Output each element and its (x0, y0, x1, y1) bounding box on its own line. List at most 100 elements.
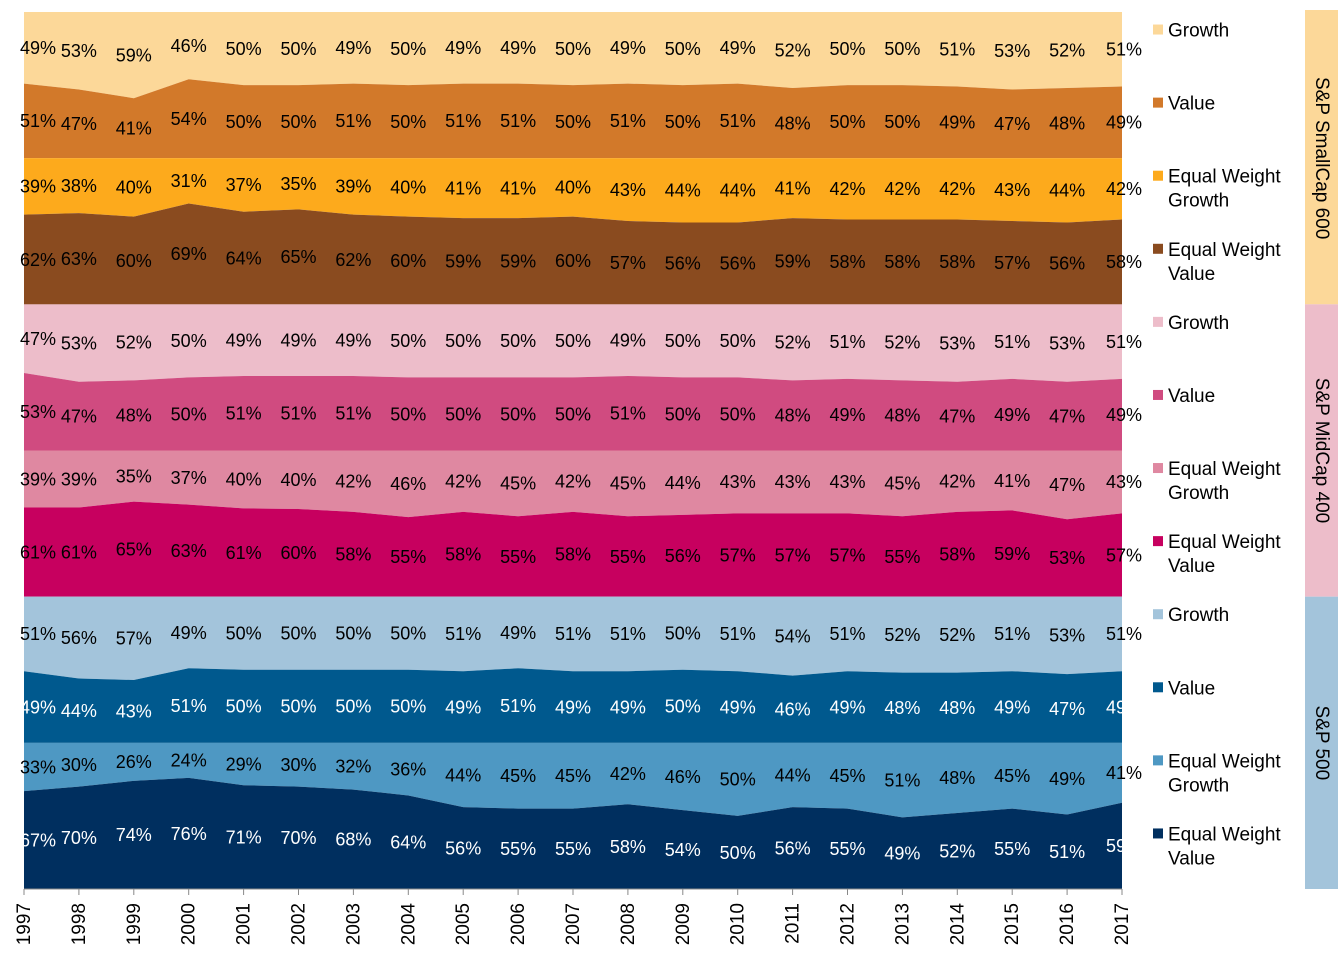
data-label: 50% (390, 624, 426, 644)
data-label: 50% (171, 404, 207, 424)
data-label: 50% (555, 112, 591, 132)
data-label: 42% (884, 179, 920, 199)
data-label: 51% (555, 624, 591, 644)
x-tick-label: 2014 (947, 903, 968, 946)
x-tick-label: 2006 (508, 903, 529, 945)
data-label: 58% (939, 545, 975, 565)
data-label: 60% (116, 251, 152, 271)
data-label: 58% (610, 837, 646, 857)
data-label: 53% (1049, 548, 1085, 568)
data-label: 62% (20, 250, 56, 270)
data-label: 29% (226, 754, 262, 774)
area-sandp-smallcap-600-equal-weight-value (24, 203, 1122, 305)
x-tick-label: 2002 (289, 903, 310, 945)
data-label: 33% (20, 757, 56, 777)
data-label: 55% (829, 839, 865, 859)
data-label: 42% (335, 471, 371, 491)
data-label: 49% (500, 623, 536, 643)
data-label: 47% (1049, 406, 1085, 426)
x-tick-label: 1998 (69, 903, 90, 945)
data-label: 57% (610, 253, 646, 273)
area-sandp-500-growth (24, 596, 1122, 680)
data-label: 50% (280, 112, 316, 132)
area-sandp-500-equal-weight-value (24, 777, 1122, 889)
data-label: 57% (1106, 545, 1142, 565)
data-label: 56% (61, 628, 97, 648)
data-label: 45% (610, 474, 646, 494)
data-label: 50% (665, 624, 701, 644)
data-label: 49% (610, 38, 646, 58)
data-label: 49% (884, 843, 920, 863)
data-label: 49% (1106, 405, 1142, 425)
x-tick-label: 2010 (728, 903, 749, 945)
data-label: 51% (500, 111, 536, 131)
data-label: 48% (116, 406, 152, 426)
data-label: 50% (390, 697, 426, 717)
legend-item-value: Value (1153, 678, 1215, 699)
data-label: 57% (775, 545, 811, 565)
data-label: 61% (20, 542, 56, 562)
data-label: 46% (665, 767, 701, 787)
x-tick-label: 2008 (618, 903, 639, 945)
data-label: 50% (720, 770, 756, 790)
data-label: 50% (226, 39, 262, 59)
data-label: 46% (775, 700, 811, 720)
data-label: 49% (829, 405, 865, 425)
data-label: 46% (171, 36, 207, 56)
data-label: 51% (610, 404, 646, 424)
x-tick-label: 2004 (398, 903, 419, 946)
data-label: 41% (994, 471, 1030, 491)
data-label: 58% (445, 545, 481, 565)
group-band-sandp-midcap-400 (1305, 304, 1338, 597)
x-tick-label: 2001 (234, 903, 255, 945)
legend-label: Equal Weight (1168, 240, 1281, 261)
data-label: 45% (500, 766, 536, 786)
data-label: 50% (445, 331, 481, 351)
legend-item-growth: Growth (1153, 605, 1229, 626)
data-label: 50% (665, 331, 701, 351)
legend-item-equal-weight-growth: Equal Weight Growth (1153, 167, 1281, 212)
data-label: 49% (20, 697, 56, 717)
x-tick-label: 2015 (1002, 903, 1023, 945)
data-label: 48% (939, 698, 975, 718)
data-label: 49% (335, 330, 371, 350)
data-label: 42% (445, 471, 481, 491)
x-tick-label: 2011 (783, 903, 804, 944)
data-label: 61% (226, 543, 262, 563)
data-label: 47% (1049, 699, 1085, 719)
data-label: 51% (884, 770, 920, 790)
data-label: 51% (171, 696, 207, 716)
data-label: 64% (226, 248, 262, 268)
data-label: 54% (665, 840, 701, 860)
data-label: 58% (884, 252, 920, 272)
data-label: 51% (1106, 624, 1142, 644)
data-label: 50% (555, 404, 591, 424)
data-label: 44% (720, 181, 756, 201)
data-label: 76% (171, 824, 207, 844)
data-label: 50% (226, 697, 262, 717)
data-label: 56% (665, 254, 701, 274)
data-label: 47% (61, 406, 97, 426)
data-label: 37% (171, 468, 207, 488)
data-label: 51% (610, 111, 646, 131)
data-label: 51% (720, 624, 756, 644)
data-label: 47% (939, 406, 975, 426)
data-label: 46% (390, 474, 426, 494)
data-label: 44% (1049, 181, 1085, 201)
data-label: 41% (445, 178, 481, 198)
data-label: 51% (335, 111, 371, 131)
data-label: 36% (390, 759, 426, 779)
data-label: 50% (720, 404, 756, 424)
data-label: 50% (884, 112, 920, 132)
data-label: 40% (280, 470, 316, 490)
data-label: 51% (1106, 40, 1142, 60)
legend-label: Equal Weight (1168, 532, 1281, 553)
legend-swatch (1153, 755, 1163, 766)
legend-swatch (1153, 316, 1163, 327)
data-label: 52% (1049, 40, 1085, 60)
legend-label: Growth (1168, 775, 1229, 796)
area-sandp-smallcap-600-value (24, 79, 1122, 159)
data-label: 50% (226, 112, 262, 132)
data-label: 50% (555, 39, 591, 59)
data-label: 68% (335, 830, 371, 850)
